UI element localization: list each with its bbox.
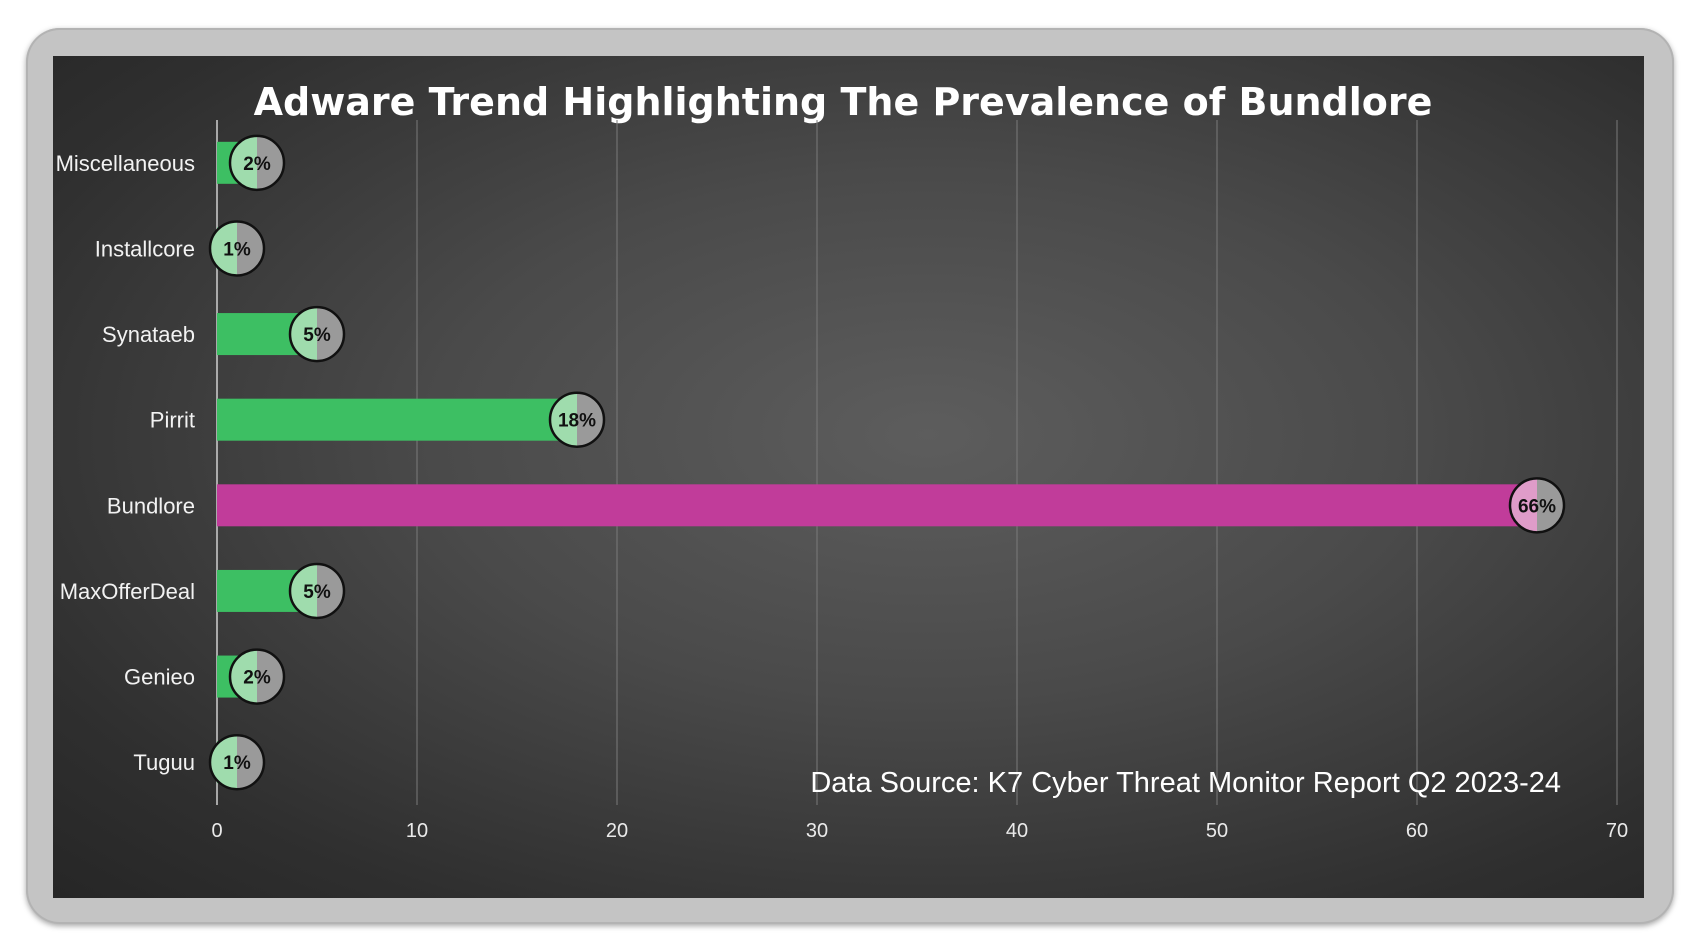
x-axis-ticks: 0 10 20 30 40 50 60 70 — [211, 820, 1628, 842]
category-label-synataeb: Synataeb — [102, 322, 195, 347]
chart-panel — [53, 56, 1644, 898]
category-label-maxofferdeal: MaxOfferDeal — [60, 579, 195, 604]
data-label-genieo: 2% — [243, 668, 271, 689]
x-tick-label-70: 70 — [1606, 820, 1628, 842]
x-tick-label-0: 0 — [211, 820, 222, 842]
data-bubble-miscellaneous — [228, 134, 286, 192]
data-label-tuguu: 1% — [223, 753, 251, 774]
data-label-bundlore: 66% — [1518, 496, 1556, 517]
data-label-synataeb: 5% — [303, 325, 331, 346]
category-label-bundlore: Bundlore — [107, 493, 195, 518]
x-tick-label-40: 40 — [1006, 820, 1028, 842]
bars: 2% 1% 5% 18% 66% 5% 2% 1% — [208, 134, 1566, 791]
data-label-maxofferdeal: 5% — [303, 582, 331, 603]
data-bubble-synataeb — [288, 305, 346, 363]
category-label-genieo: Genieo — [124, 665, 195, 690]
data-bubble-maxofferdeal — [288, 562, 346, 620]
x-tick-label-60: 60 — [1406, 820, 1428, 842]
x-tick-label-10: 10 — [406, 820, 428, 842]
x-tick-label-20: 20 — [606, 820, 628, 842]
chart-title: Adware Trend Highlighting The Prevalence… — [254, 80, 1433, 124]
category-labels: Miscellaneous Installcore Synataeb Pirrit Bu… — [56, 151, 195, 775]
data-label-pirrit: 18% — [558, 411, 596, 432]
bar-chart: Adware Trend Highlighting The Prevalence… — [56, 80, 1629, 842]
category-label-miscellaneous: Miscellaneous — [56, 151, 195, 176]
data-source-annotation: Data Source: K7 Cyber Threat Monitor Rep… — [810, 767, 1561, 799]
data-bubble-pirrit — [548, 391, 606, 448]
data-label-miscellaneous: 2% — [243, 154, 271, 175]
data-bubble-bundlore — [1508, 477, 1566, 534]
category-label-installcore: Installcore — [95, 236, 195, 261]
x-tick-label-50: 50 — [1206, 820, 1228, 842]
data-label-installcore: 1% — [223, 239, 251, 260]
data-bubble-tuguu — [208, 733, 266, 791]
bar-pirrit — [217, 398, 577, 441]
category-label-pirrit: Pirrit — [150, 408, 195, 433]
data-bubble-genieo — [228, 648, 286, 705]
data-bubble-installcore — [208, 220, 266, 277]
gridlines — [216, 120, 1618, 805]
x-tick-label-30: 30 — [806, 820, 828, 842]
category-label-tuguu: Tuguu — [133, 750, 195, 775]
bar-bundlore — [217, 484, 1537, 527]
